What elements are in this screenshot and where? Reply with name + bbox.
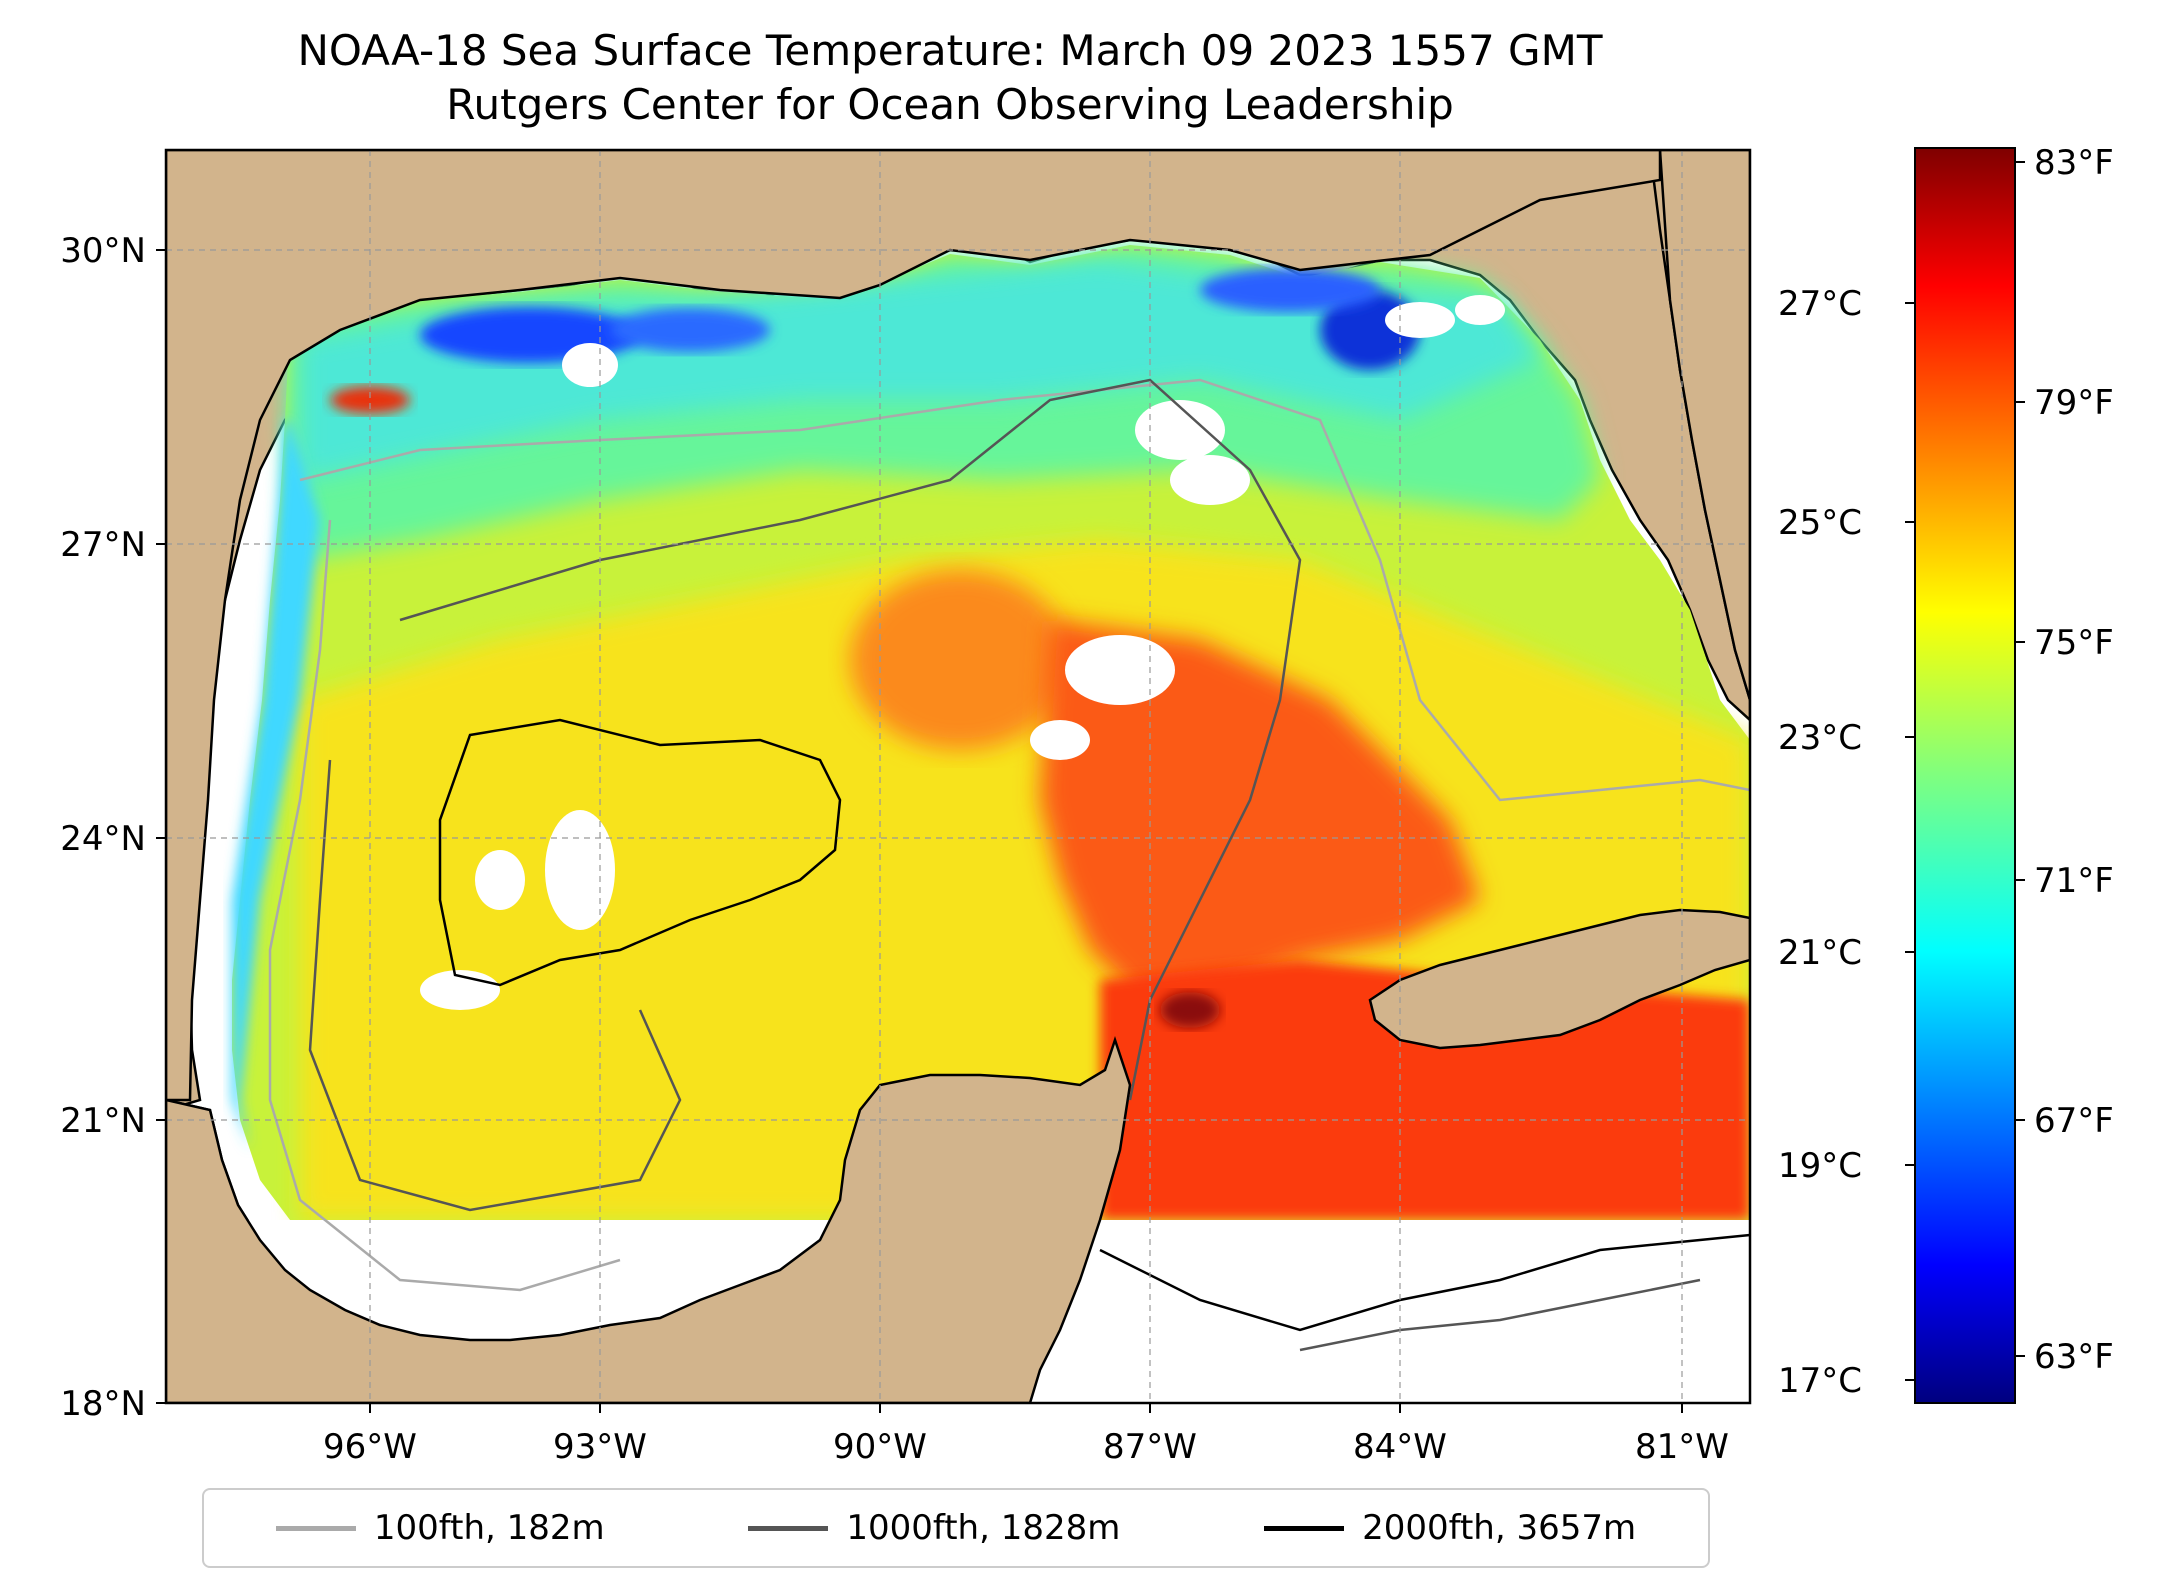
lat-tick-label: 27°N: [60, 525, 146, 565]
legend: 100fth, 182m 1000fth, 1828m 2000fth, 365…: [202, 1488, 1710, 1568]
lat-tick-label: 21°N: [60, 1101, 146, 1141]
legend-line-swatch: [1264, 1525, 1345, 1531]
celsius-tick-label: 27°C: [1778, 284, 1863, 324]
lon-tick-label: 84°W: [1353, 1427, 1447, 1467]
lat-tick-label: 18°N: [60, 1384, 146, 1424]
legend-label: 100fth, 182m: [373, 1508, 605, 1548]
lon-tick-label: 93°W: [553, 1427, 647, 1467]
lon-tick-label: 90°W: [833, 1427, 927, 1467]
sst-field: [166, 245, 1750, 1403]
map-frame: [164, 148, 1752, 1405]
celsius-tick-label: 25°C: [1778, 503, 1863, 543]
legend-label: 2000fth, 3657m: [1362, 1508, 1637, 1548]
legend-line-swatch: [275, 1525, 356, 1531]
chart-subtitle: Rutgers Center for Ocean Observing Leade…: [446, 80, 1454, 129]
legend-item: 1000fth, 1828m: [748, 1508, 1120, 1548]
celsius-tick-label: 23°C: [1778, 718, 1863, 758]
fahrenheit-tick-label: 71°F: [2034, 861, 2114, 901]
lat-tick-label: 30°N: [60, 231, 146, 271]
celsius-tick-label: 21°C: [1778, 933, 1863, 973]
legend-line-swatch: [748, 1525, 829, 1531]
fahrenheit-tick-label: 83°F: [2034, 143, 2114, 183]
legend-item: 100fth, 182m: [275, 1508, 605, 1548]
fahrenheit-tick-label: 63°F: [2034, 1337, 2114, 1377]
fahrenheit-tick-label: 79°F: [2034, 383, 2114, 423]
celsius-tick-label: 17°C: [1778, 1361, 1863, 1401]
lon-tick-label: 81°W: [1635, 1427, 1729, 1467]
fahrenheit-tick-label: 67°F: [2034, 1101, 2114, 1141]
chart-title: NOAA-18 Sea Surface Temperature: March 0…: [297, 26, 1603, 75]
lon-tick-label: 87°W: [1103, 1427, 1197, 1467]
legend-item: 2000fth, 3657m: [1264, 1508, 1636, 1548]
gridlines: [166, 150, 1750, 1403]
lon-tick-label: 96°W: [323, 1427, 417, 1467]
lat-tick-label: 24°N: [60, 819, 146, 859]
legend-label: 1000fth, 1828m: [846, 1508, 1121, 1548]
celsius-tick-label: 19°C: [1778, 1146, 1863, 1186]
fahrenheit-tick-label: 75°F: [2034, 623, 2114, 663]
colorbar: [1914, 147, 2016, 1404]
